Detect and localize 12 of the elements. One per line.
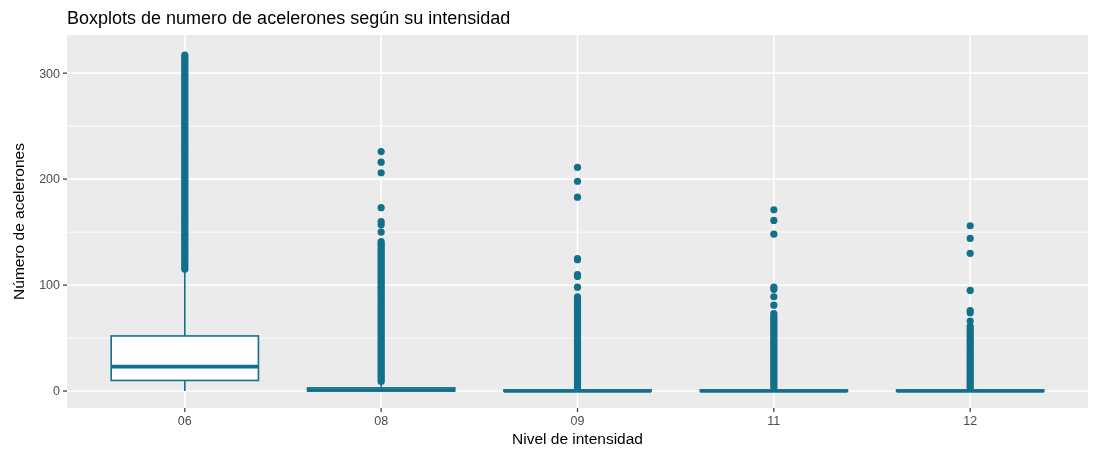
x-tick-label: 06 [177,414,192,428]
y-tick-label: 200 [39,172,61,187]
x-tick-label: 12 [963,414,978,428]
y-tick-label: 300 [39,66,61,81]
chart-title: Boxplots de numero de acelerones según su intensidad [67,8,511,28]
y-tick-label: 100 [39,278,61,293]
y-axis-title: Número de acelerones [10,142,27,300]
x-axis-title: Nivel de intensidad [512,430,643,447]
x-tick-label: 11 [767,414,781,428]
x-tick-label: 09 [570,414,585,428]
x-tick-label: 08 [374,414,389,428]
y-tick-label: 0 [53,384,61,399]
